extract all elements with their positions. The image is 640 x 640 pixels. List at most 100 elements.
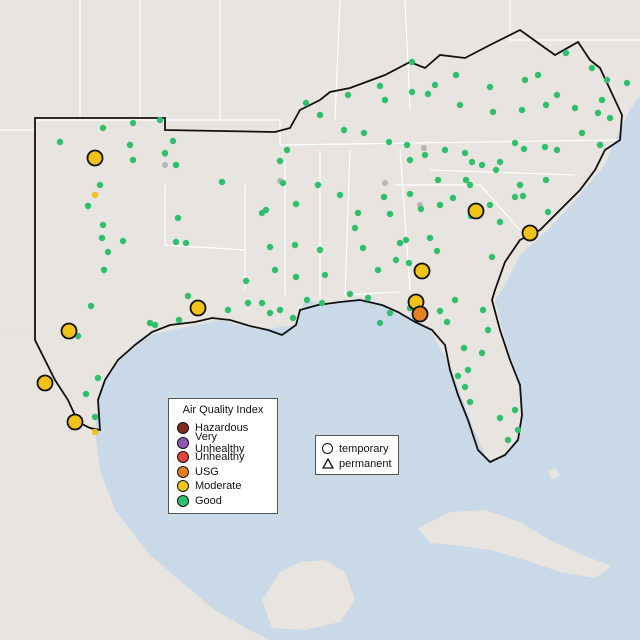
monitor-marker-good[interactable] [258, 299, 266, 307]
monitor-marker-good[interactable] [126, 141, 134, 149]
monitor-marker-good[interactable] [511, 139, 519, 147]
monitor-marker-good[interactable] [174, 214, 182, 222]
monitor-marker-good[interactable] [462, 176, 470, 184]
monitor-marker-good[interactable] [56, 138, 64, 146]
monitor-marker-good[interactable] [433, 247, 441, 255]
monitor-marker-moderate[interactable] [189, 299, 207, 317]
monitor-marker-good[interactable] [175, 316, 183, 324]
monitor-marker-good[interactable] [336, 191, 344, 199]
monitor-marker-good[interactable] [283, 146, 291, 154]
monitor-marker-good[interactable] [360, 129, 368, 137]
monitor-marker-good[interactable] [486, 201, 494, 209]
monitor-marker-good[interactable] [436, 201, 444, 209]
monitor-marker-good[interactable] [406, 156, 414, 164]
monitor-marker-good[interactable] [392, 256, 400, 264]
monitor-marker-good[interactable] [511, 193, 519, 201]
monitor-marker-good[interactable] [434, 176, 442, 184]
monitor-marker-usg[interactable] [411, 305, 429, 323]
monitor-marker-moderate[interactable] [91, 191, 99, 199]
monitor-marker-good[interactable] [406, 190, 414, 198]
monitor-marker-good[interactable] [87, 302, 95, 310]
monitor-marker-good[interactable] [321, 271, 329, 279]
monitor-marker-good[interactable] [479, 306, 487, 314]
monitor-marker-good[interactable] [449, 194, 457, 202]
monitor-marker-moderate[interactable] [36, 374, 54, 392]
monitor-marker-good[interactable] [316, 111, 324, 119]
monitor-marker-moderate[interactable] [521, 224, 539, 242]
monitor-marker-good[interactable] [454, 372, 462, 380]
monitor-marker-good[interactable] [484, 326, 492, 334]
monitor-marker-good[interactable] [84, 202, 92, 210]
monitor-marker-good[interactable] [291, 241, 299, 249]
monitor-marker-good[interactable] [452, 71, 460, 79]
monitor-marker-good[interactable] [266, 243, 274, 251]
monitor-marker-moderate[interactable] [91, 428, 99, 436]
monitor-marker-good[interactable] [266, 309, 274, 317]
monitor-marker-good[interactable] [289, 314, 297, 322]
monitor-marker-nodata[interactable] [421, 145, 427, 151]
monitor-marker-good[interactable] [129, 156, 137, 164]
monitor-marker-good[interactable] [408, 88, 416, 96]
monitor-marker-good[interactable] [340, 126, 348, 134]
monitor-marker-good[interactable] [172, 161, 180, 169]
monitor-marker-good[interactable] [443, 318, 451, 326]
monitor-marker-good[interactable] [100, 266, 108, 274]
monitor-marker-good[interactable] [421, 151, 429, 159]
monitor-marker-good[interactable] [82, 390, 90, 398]
monitor-marker-good[interactable] [99, 124, 107, 132]
monitor-marker-good[interactable] [486, 83, 494, 91]
monitor-marker-good[interactable] [244, 299, 252, 307]
monitor-marker-good[interactable] [146, 319, 154, 327]
monitor-marker-good[interactable] [279, 179, 287, 187]
monitor-marker-good[interactable] [396, 239, 404, 247]
monitor-marker-good[interactable] [519, 192, 527, 200]
monitor-marker-good[interactable] [405, 259, 413, 267]
monitor-marker-good[interactable] [466, 398, 474, 406]
monitor-marker-good[interactable] [426, 234, 434, 242]
monitor-marker-good[interactable] [151, 321, 159, 329]
monitor-marker-good[interactable] [461, 383, 469, 391]
monitor-marker-good[interactable] [521, 76, 529, 84]
monitor-marker-good[interactable] [91, 413, 99, 421]
monitor-marker-good[interactable] [468, 158, 476, 166]
monitor-marker-good[interactable] [98, 234, 106, 242]
monitor-marker-good[interactable] [302, 99, 310, 107]
monitor-marker-good[interactable] [242, 277, 250, 285]
monitor-marker-good[interactable] [623, 79, 631, 87]
monitor-marker-good[interactable] [94, 374, 102, 382]
monitor-marker-good[interactable] [276, 306, 284, 314]
monitor-marker-good[interactable] [182, 239, 190, 247]
monitor-marker-good[interactable] [346, 290, 354, 298]
monitor-marker-good[interactable] [520, 145, 528, 153]
monitor-marker-good[interactable] [544, 208, 552, 216]
monitor-marker-good[interactable] [402, 236, 410, 244]
monitor-marker-good[interactable] [603, 76, 611, 84]
monitor-marker-good[interactable] [129, 119, 137, 127]
monitor-marker-good[interactable] [496, 158, 504, 166]
monitor-marker-good[interactable] [354, 209, 362, 217]
monitor-marker-good[interactable] [276, 157, 284, 165]
monitor-marker-good[interactable] [424, 90, 432, 98]
monitor-marker-good[interactable] [606, 114, 614, 122]
monitor-marker-good[interactable] [489, 108, 497, 116]
monitor-marker-good[interactable] [403, 141, 411, 149]
monitor-marker-good[interactable] [374, 266, 382, 274]
monitor-marker-good[interactable] [514, 426, 522, 434]
monitor-marker-good[interactable] [161, 149, 169, 157]
monitor-marker-good[interactable] [156, 116, 164, 124]
monitor-marker-good[interactable] [478, 161, 486, 169]
monitor-marker-good[interactable] [316, 246, 324, 254]
monitor-marker-good[interactable] [99, 221, 107, 229]
monitor-marker-good[interactable] [571, 104, 579, 112]
monitor-marker-good[interactable] [258, 209, 266, 217]
monitor-marker-good[interactable] [460, 344, 468, 352]
monitor-marker-good[interactable] [596, 141, 604, 149]
monitor-marker-good[interactable] [408, 58, 416, 66]
monitor-marker-good[interactable] [224, 306, 232, 314]
monitor-marker-nodata[interactable] [162, 162, 168, 168]
monitor-marker-good[interactable] [542, 101, 550, 109]
monitor-marker-good[interactable] [488, 253, 496, 261]
monitor-marker-good[interactable] [386, 309, 394, 317]
monitor-marker-good[interactable] [436, 307, 444, 315]
monitor-marker-moderate[interactable] [66, 413, 84, 431]
